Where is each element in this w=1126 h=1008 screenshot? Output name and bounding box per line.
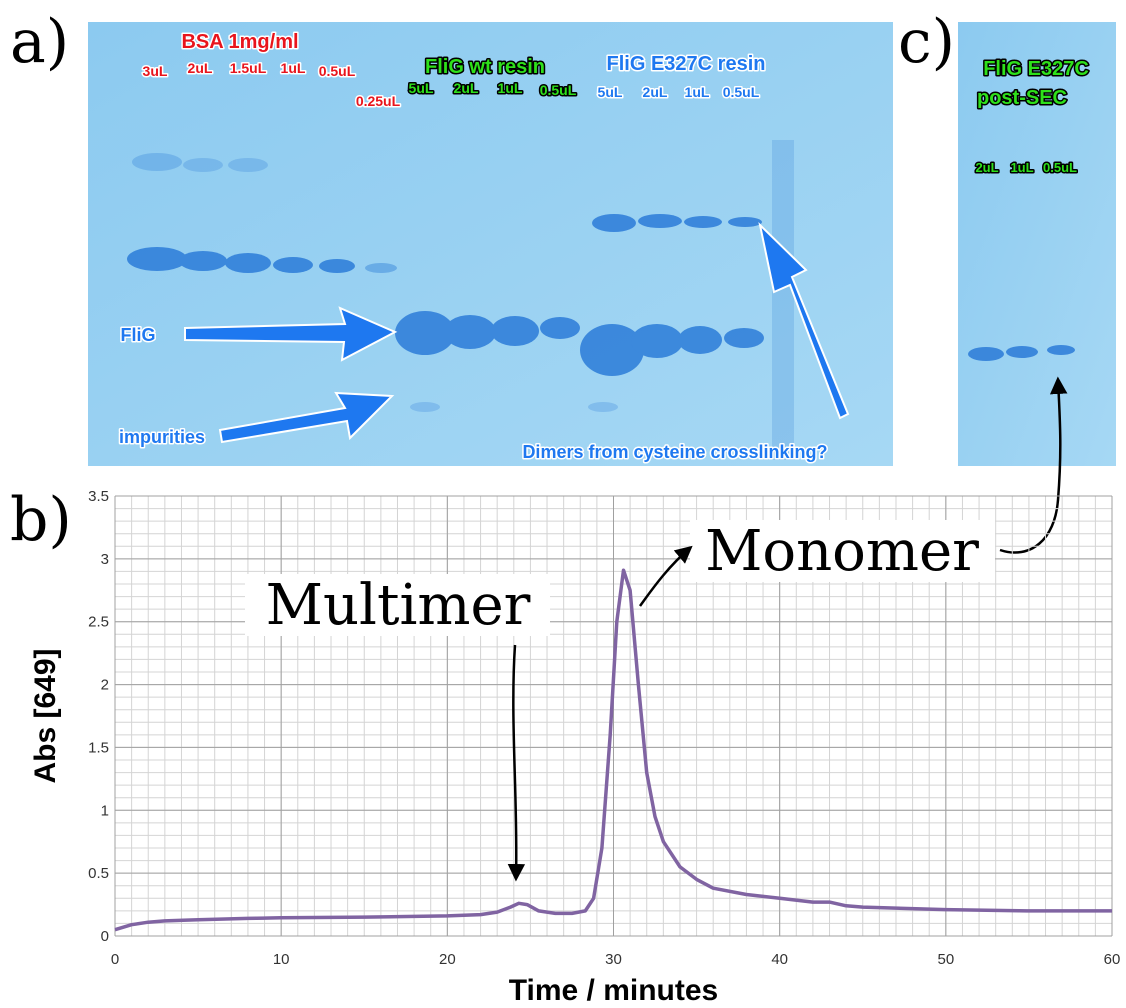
annotation-box <box>245 574 550 636</box>
lane-label: 0.5uL <box>1043 160 1077 175</box>
arrow-label: Dimers from cysteine crosslinking? <box>522 442 827 462</box>
gel-c-bands <box>968 345 1075 361</box>
x-tick-label: 20 <box>439 951 456 968</box>
lane-label: 2uL <box>643 84 668 100</box>
x-tick-label: 60 <box>1104 951 1121 968</box>
y-axis-title: Abs [649] <box>29 648 62 783</box>
gel-arrows <box>184 221 850 444</box>
y-tick-label: 2.5 <box>88 614 109 631</box>
y-tick-label: 3.5 <box>88 488 109 505</box>
lane-label: 2uL <box>188 60 213 76</box>
x-tick-label: 10 <box>273 951 290 968</box>
y-tick-label: 1.5 <box>88 739 109 756</box>
lane-label: 1uL <box>281 60 306 76</box>
annotation: Multimer <box>266 573 531 638</box>
data-line <box>114 568 1112 932</box>
arrow-label: impurities <box>119 427 205 447</box>
arrow-to-gel <box>999 376 1068 554</box>
annotation: Monomer <box>705 519 979 584</box>
lane-label: 1uL <box>685 84 710 100</box>
gel-a-bands <box>127 140 794 460</box>
x-tick-label: 50 <box>937 951 954 968</box>
gel-title: FliG E327C resin <box>607 53 766 75</box>
panel-label: b) <box>10 485 72 555</box>
lane-label: 1uL <box>1010 160 1033 175</box>
gel-c <box>958 22 1116 466</box>
annotation-box <box>690 520 995 582</box>
lane-label: 0.25uL <box>356 93 401 109</box>
panel-label: a) <box>10 7 69 77</box>
gel-title: FliG wt resin <box>425 56 545 78</box>
lane-label: 0.5uL <box>723 84 760 100</box>
lane-label: 5uL <box>409 80 434 96</box>
lane-label: 0.5uL <box>540 82 577 98</box>
x-axis-title: Time / minutes <box>509 974 719 1007</box>
gel-title: BSA 1mg/ml <box>181 31 298 53</box>
y-tick-label: 3 <box>101 551 109 568</box>
lane-label: 3uL <box>143 63 168 79</box>
arrow-label: FliG <box>121 325 156 345</box>
gel-a <box>88 22 893 466</box>
y-tick-label: 0 <box>101 928 109 945</box>
y-tick-label: 0.5 <box>88 865 109 882</box>
x-tick-label: 40 <box>771 951 788 968</box>
panel-label: c) <box>898 7 955 77</box>
gel-title: post-SEC <box>977 87 1067 109</box>
x-tick-label: 30 <box>605 951 622 968</box>
lane-label: 2uL <box>454 80 479 96</box>
y-tick-label: 2 <box>101 677 109 694</box>
lane-label: 5uL <box>598 84 623 100</box>
x-tick-label: 0 <box>111 951 119 968</box>
annotation-arrow <box>507 644 526 882</box>
lane-label: 1uL <box>498 80 523 96</box>
lane-label: 2uL <box>975 160 998 175</box>
lane-label: 0.5uL <box>319 63 356 79</box>
lane-label: 1.5uL <box>230 60 267 76</box>
gel-title: FliG E327C <box>983 58 1089 80</box>
y-tick-label: 1 <box>101 802 109 819</box>
annotation-arrow <box>638 545 693 607</box>
